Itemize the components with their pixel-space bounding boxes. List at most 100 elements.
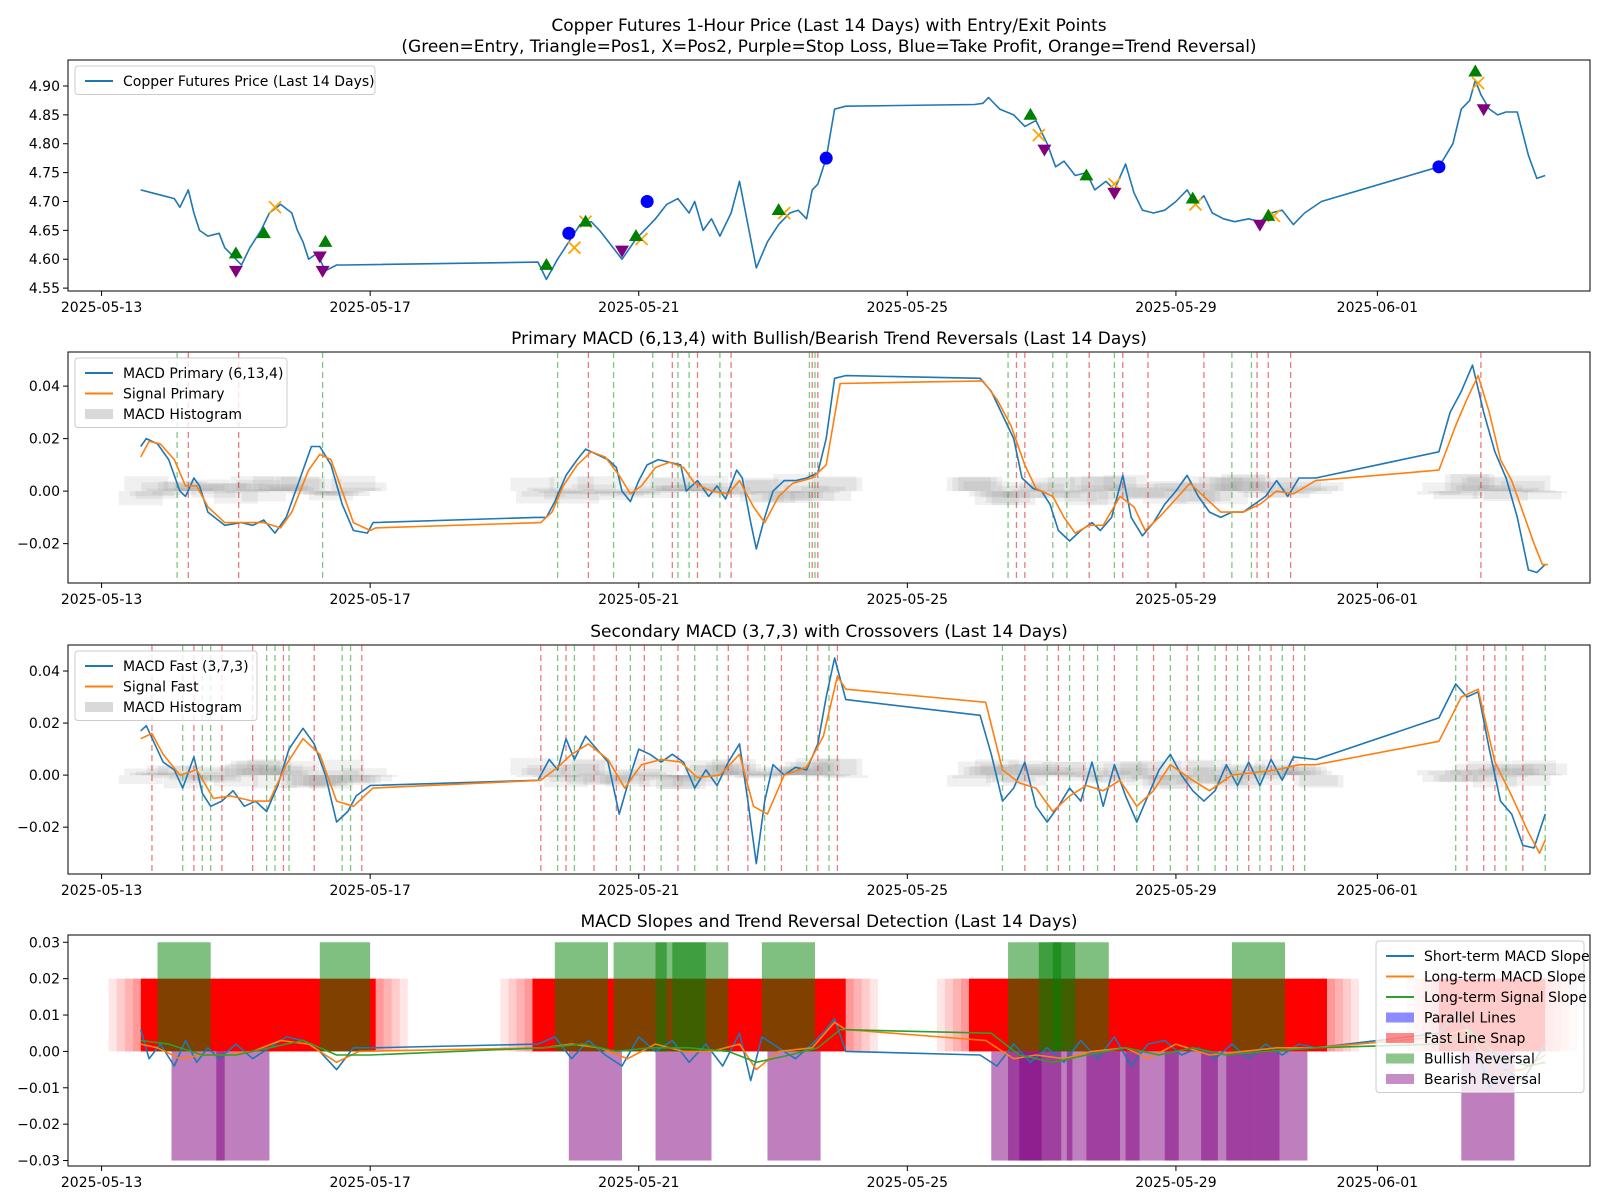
bearish-reversal-band: [216, 1051, 270, 1161]
y-tick-label: −0.02: [17, 820, 60, 836]
histogram-bar: [292, 491, 337, 495]
histogram-bar: [1081, 775, 1126, 784]
histogram-bar: [135, 491, 180, 499]
stop-loss-marker: [228, 265, 243, 278]
histogram-bar: [1265, 770, 1310, 776]
x-tick-label: 2025-05-25: [867, 883, 948, 899]
histogram-bar: [1293, 775, 1338, 787]
entry-pos1-marker: [256, 226, 271, 239]
legend-label: Bullish Reversal: [1424, 1052, 1535, 1068]
stop-loss-marker: [315, 265, 330, 278]
histogram-bar: [1153, 775, 1198, 778]
histogram-bar: [644, 490, 689, 493]
histogram-bar: [823, 775, 868, 778]
histogram-bar: [762, 491, 807, 501]
histogram-bar: [1165, 767, 1210, 776]
histogram-bar: [969, 491, 1014, 497]
histogram-bar: [812, 476, 857, 492]
histogram-bar: [1506, 475, 1551, 492]
histogram-bar: [1114, 767, 1159, 776]
stop-loss-marker: [614, 245, 629, 258]
histogram-bar: [230, 476, 275, 492]
trend-reversal-marker: [268, 200, 282, 214]
bearish-reversal-band: [1019, 1051, 1073, 1161]
histogram-bar: [963, 767, 1008, 776]
histogram-bar: [1472, 491, 1517, 500]
histogram-bar: [1478, 484, 1523, 492]
legend-patch-swatch: [1386, 1074, 1414, 1084]
histogram-bar: [146, 765, 191, 776]
histogram-bar: [605, 491, 650, 494]
chart-title: Copper Futures 1-Hour Price (Last 14 Day…: [551, 16, 1106, 36]
plot-area: [140, 64, 1546, 281]
histogram-bar: [1042, 761, 1087, 776]
y-tick-label: −0.03: [17, 1154, 60, 1170]
histogram-bar: [1187, 491, 1232, 502]
chart-title: Primary MACD (6,13,4) with Bullish/Beari…: [511, 329, 1147, 349]
histogram-bar: [1226, 475, 1271, 492]
y-tick-label: 4.70: [29, 194, 60, 210]
histogram-bar: [336, 487, 381, 492]
histogram-bar: [516, 775, 561, 778]
histogram-bar: [997, 485, 1042, 492]
histogram-bar: [331, 775, 376, 785]
legend-label: Bearish Reversal: [1424, 1072, 1541, 1088]
fast-line-snap-fade: [869, 978, 878, 1052]
histogram-bar: [818, 758, 863, 776]
histogram-bar: [1075, 485, 1120, 492]
stop-loss-marker: [1037, 144, 1052, 157]
histogram-bar: [745, 773, 790, 776]
histogram-bar: [1103, 763, 1148, 776]
histogram-bar: [1097, 491, 1142, 500]
histogram-bar: [1433, 491, 1478, 500]
histogram-bar: [1467, 476, 1512, 492]
bullish-reversal-band: [672, 942, 729, 1052]
histogram-bar: [1271, 491, 1316, 494]
histogram-bar: [616, 491, 661, 495]
fast-line-snap-fade: [524, 978, 533, 1052]
histogram-bar: [1478, 767, 1523, 776]
y-tick-label: 0.04: [29, 379, 60, 395]
y-tick-label: 4.85: [29, 108, 60, 124]
legend-label: MACD Histogram: [123, 407, 242, 423]
x-tick-label: 2025-05-29: [1135, 300, 1216, 316]
histogram-bar: [807, 773, 851, 776]
histogram-bar: [191, 491, 236, 498]
histogram-bar: [1277, 767, 1322, 776]
legend-label: MACD Histogram: [123, 700, 242, 716]
histogram-bar: [1019, 769, 1064, 776]
histogram-bar: [1114, 483, 1159, 492]
histogram-bar: [1159, 482, 1204, 492]
y-tick-label: −0.02: [17, 1117, 60, 1133]
histogram-bar: [1495, 487, 1540, 492]
legend-box: [74, 65, 376, 95]
histogram-bar: [577, 773, 622, 776]
histogram-bar: [739, 775, 784, 778]
bearish-reversal-band: [171, 1051, 225, 1161]
bullish-reversal-band: [1052, 942, 1109, 1052]
histogram-bar: [678, 483, 723, 492]
histogram-bar: [297, 775, 342, 786]
fast-line-snap-fade: [516, 978, 525, 1052]
histogram-bar: [1221, 763, 1266, 776]
histogram-bar: [566, 775, 611, 785]
histogram-bar: [1422, 482, 1467, 492]
stop-loss-marker: [1476, 104, 1491, 117]
histogram-bar: [588, 775, 633, 783]
legend-label: Long-term MACD Slope: [1424, 970, 1586, 986]
bearish-reversal-band: [655, 1051, 712, 1161]
histogram-bar: [734, 775, 779, 779]
histogram-bar: [689, 764, 734, 776]
x-tick-label: 2025-06-01: [1337, 1175, 1418, 1191]
entry-pos1-marker: [1468, 64, 1483, 77]
legend-label: Parallel Lines: [1424, 1011, 1516, 1027]
histogram-bar: [767, 491, 812, 503]
chart-title: MACD Slopes and Trend Reversal Detection…: [580, 912, 1077, 932]
x-tick-label: 2025-05-29: [1135, 592, 1216, 608]
entry-pos1-marker: [1261, 208, 1276, 221]
histogram-bar: [236, 479, 281, 492]
histogram-bar: [1461, 477, 1506, 492]
x-tick-label: 2025-05-21: [598, 592, 679, 608]
plot-area: [118, 352, 1568, 583]
histogram-bar: [728, 771, 773, 776]
